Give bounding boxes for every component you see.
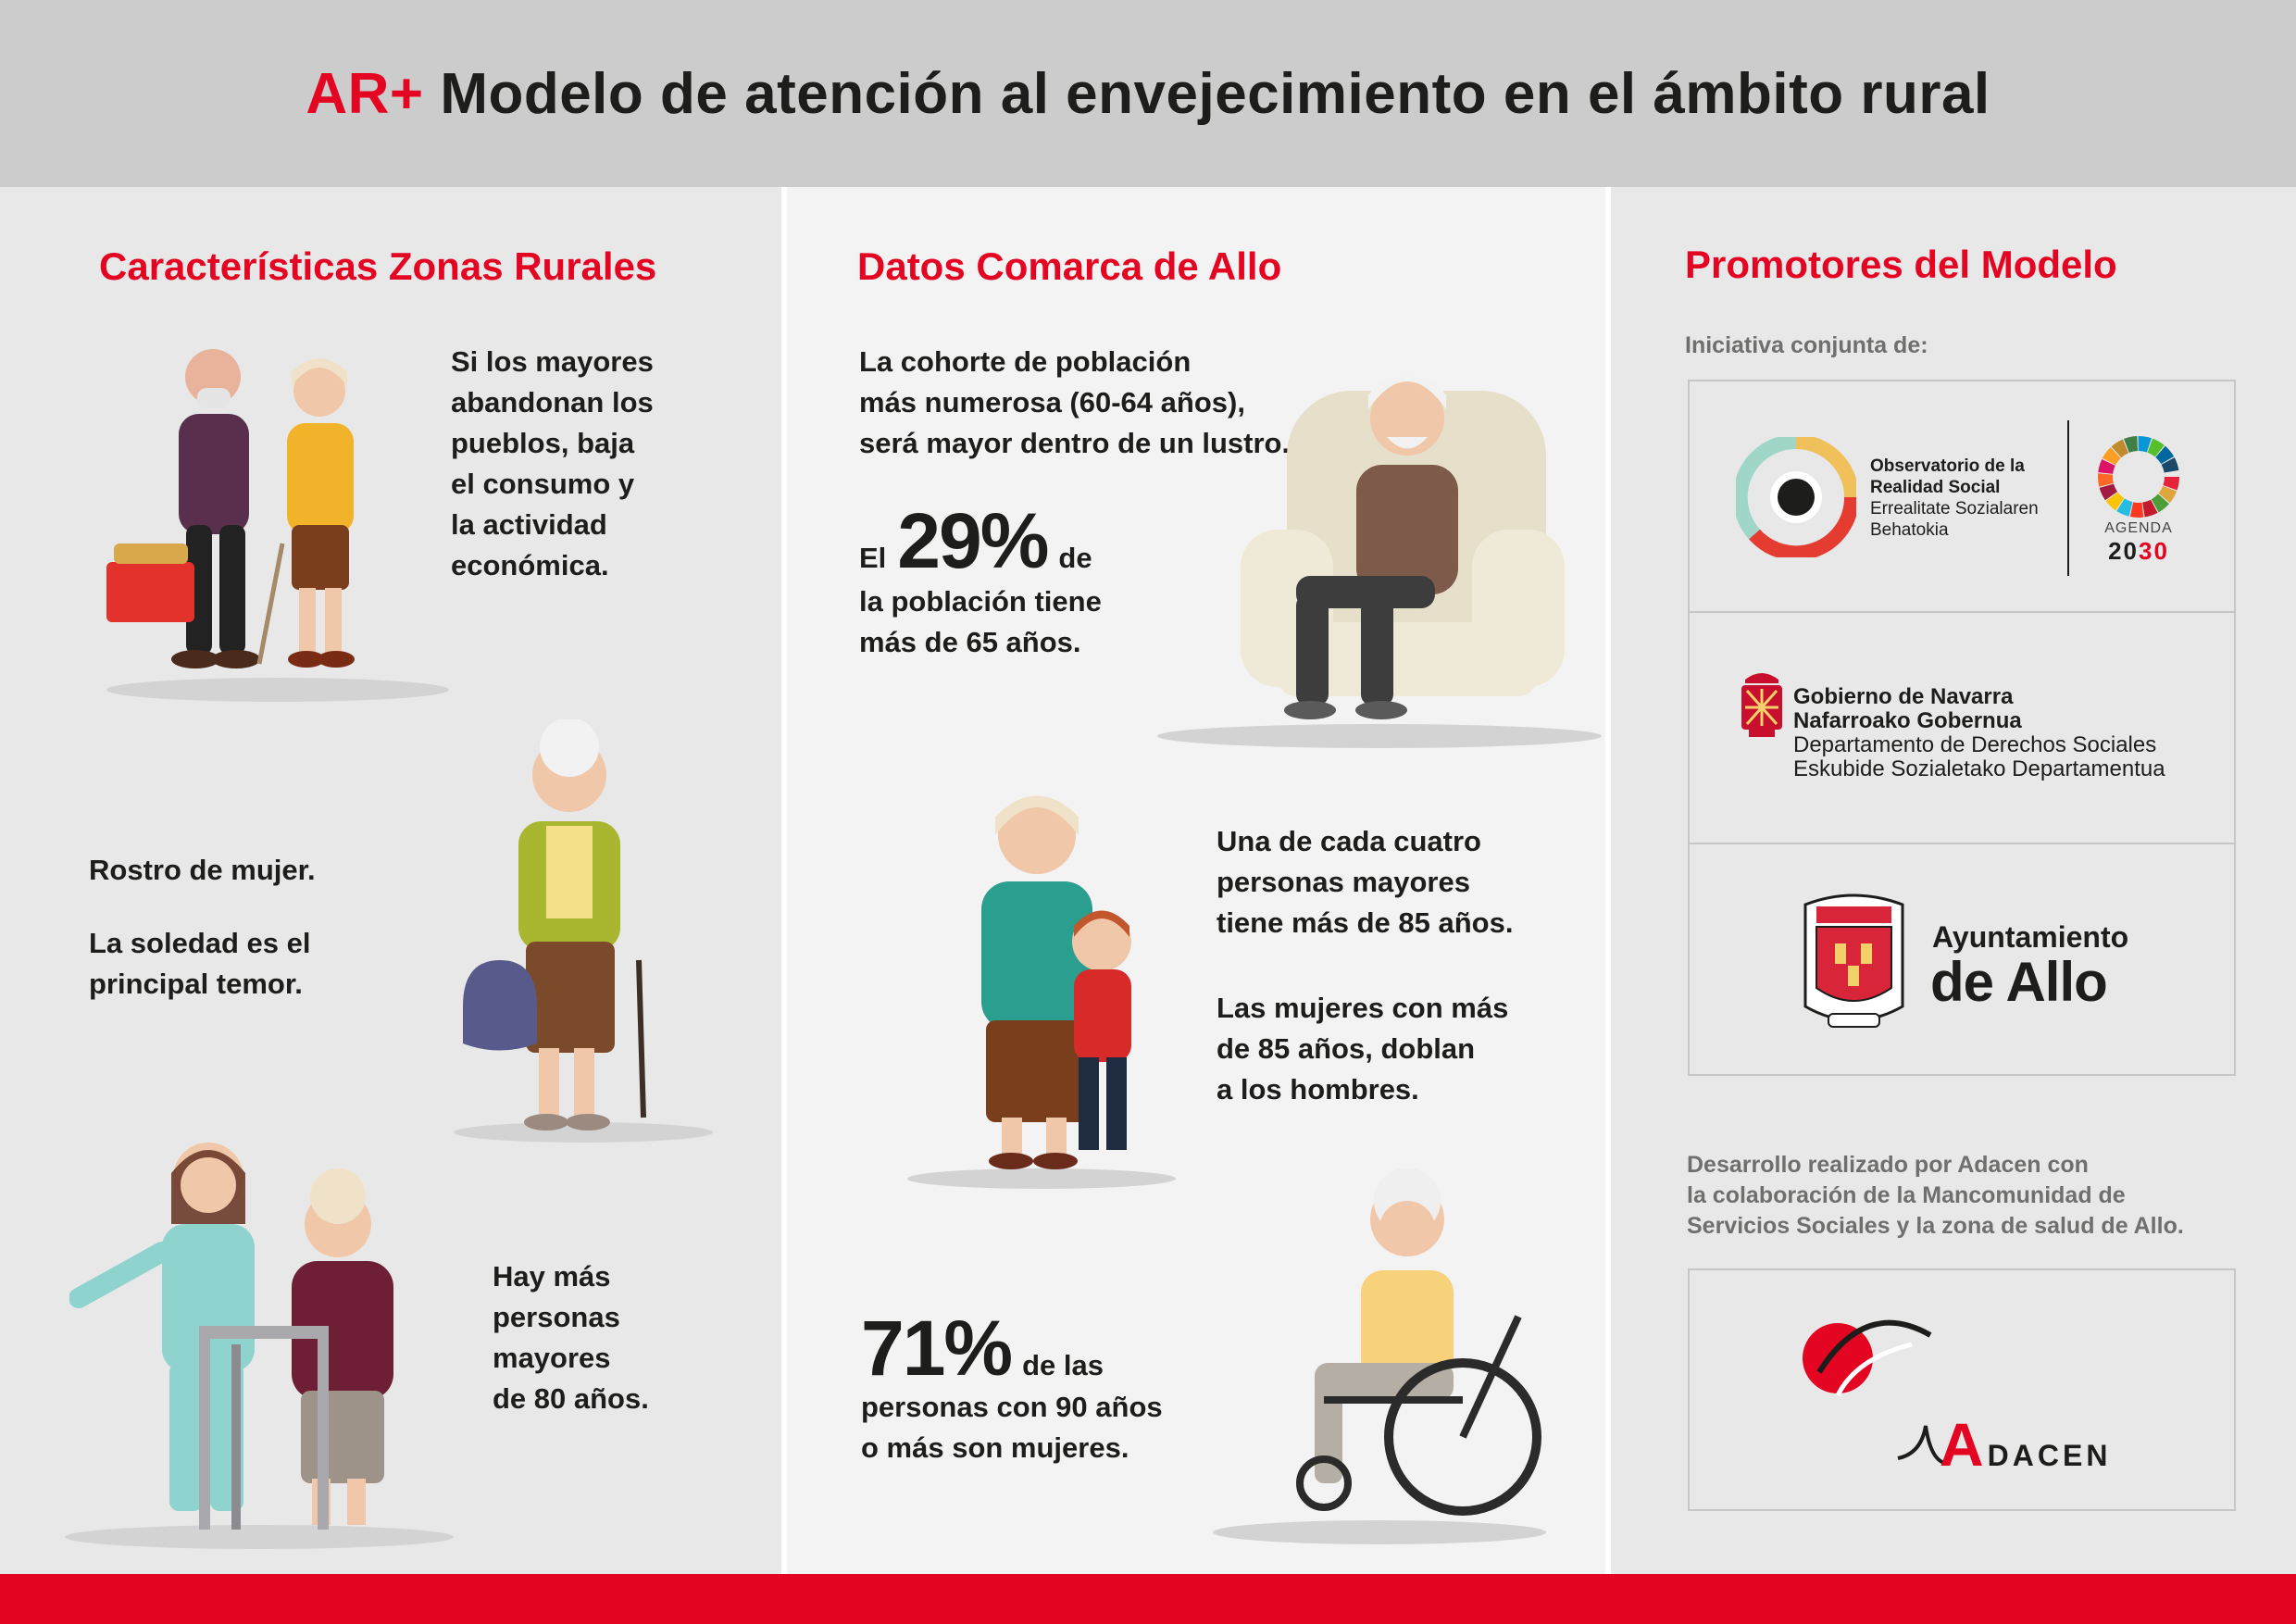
right-section-title: Promotores del Modelo: [1685, 243, 2117, 286]
hug-shadow: [907, 1168, 1176, 1189]
page-header: AR+ Modelo de atención al envejecimiento…: [0, 0, 2296, 187]
quarter-text: Una de cada cuatro personas mayores tiene …: [1217, 825, 1514, 939]
rural-text-2-a: Rostro de mujer.: [89, 854, 316, 886]
allo-box: Ayuntamiento de Allo: [1688, 843, 2236, 1076]
rural-text-1: Si los mayores abandonan los pueblos, baja…: [451, 345, 654, 581]
stat-71-suffix: de las: [1022, 1349, 1104, 1381]
cohort-text: La cohorte de población más numerosa (60-…: [859, 345, 1291, 459]
elderly-woman-illustration: [463, 719, 646, 1131]
stat-29-value: 29%: [897, 497, 1049, 584]
woman-shadow: [454, 1122, 713, 1143]
page-title-text: Modelo de atención al envejecimiento en …: [440, 61, 1990, 126]
middle-section-title: Datos Comarca de Allo: [857, 244, 1282, 288]
caregiver-walker-illustration: [69, 1143, 393, 1530]
walker-shadow: [65, 1525, 454, 1549]
navarra-box: Gobierno de Navarra Nafarroako Gobernua …: [1688, 611, 2236, 844]
allo-line2: de Allo: [1930, 951, 2108, 1013]
middle-column: Datos Comarca de Allo La cohorte de pobl…: [781, 187, 1611, 1574]
allo-coat-of-arms-icon: [1803, 893, 1904, 1028]
elderly-couple-illustration: [106, 349, 355, 668]
armchair-shadow: [1157, 724, 1602, 748]
stat-29-suffix: de: [1058, 542, 1092, 574]
development-credit: Desarrollo realizado por Adacen con la co…: [1687, 1152, 2184, 1239]
adacen-logo-icon: [1803, 1319, 1932, 1397]
left-section-title: Características Zonas Rurales: [99, 244, 657, 288]
navarra-text: Gobierno de Navarra Nafarroako Gobernua …: [1793, 684, 2165, 781]
stat-29-prefix: El: [859, 542, 887, 574]
allo-line1: Ayuntamiento: [1932, 920, 2129, 954]
initiative-label: Iniciativa conjunta de:: [1685, 332, 1928, 358]
adacen-swoosh-icon: [1897, 1425, 1945, 1465]
stat-71-text: personas con 90 años o más son mujeres.: [861, 1391, 1163, 1464]
adacen-box: ADACEN: [1688, 1268, 2236, 1511]
grandmother-child-illustration: [981, 795, 1131, 1169]
logo-divider: [2067, 420, 2069, 576]
stat-71-block: 71% de las personas con 90 años o más son…: [861, 1309, 1163, 1468]
agenda-word: AGENDA: [2104, 520, 2173, 536]
couple-shadow: [106, 678, 449, 702]
agenda-2030-wheel-icon: [2098, 436, 2179, 518]
wheelchair-shadow: [1213, 1520, 1546, 1544]
brand-mark: AR+: [306, 61, 424, 126]
rural-text-3: Hay más personas mayores de 80 años.: [493, 1260, 649, 1415]
observatorio-agenda-box: Observatorio de la Realidad Social Errea…: [1688, 380, 2236, 613]
rural-text-2-b: La soledad es el principal temor.: [89, 927, 311, 1000]
page-title: AR+ Modelo de atención al envejecimiento…: [306, 61, 1990, 127]
observatorio-logo-icon: [1736, 437, 1856, 557]
navarra-shield-icon: [1741, 673, 1782, 737]
agenda-year: 2030: [2108, 537, 2169, 565]
footer-bar: [0, 1574, 2296, 1624]
left-column: Características Zonas Rurales Si los may…: [0, 187, 781, 1574]
stat-29-block: El 29% de la población tiene más de 65 añ…: [859, 502, 1102, 663]
adacen-wordmark: ADACEN: [1940, 1410, 2112, 1479]
stat-29-text: la población tiene más de 65 años.: [859, 585, 1102, 658]
wheelchair-illustration: [1296, 1168, 1541, 1516]
observatorio-name: Observatorio de la Realidad Social Errea…: [1870, 456, 2039, 540]
women85-text: Las mujeres con más de 85 años, doblan a l…: [1217, 992, 1509, 1106]
stat-71-value: 71%: [861, 1305, 1013, 1392]
man-armchair-illustration: [1241, 369, 1565, 719]
right-column: Promotores del Modelo Iniciativa conjunt…: [1611, 187, 2296, 1574]
